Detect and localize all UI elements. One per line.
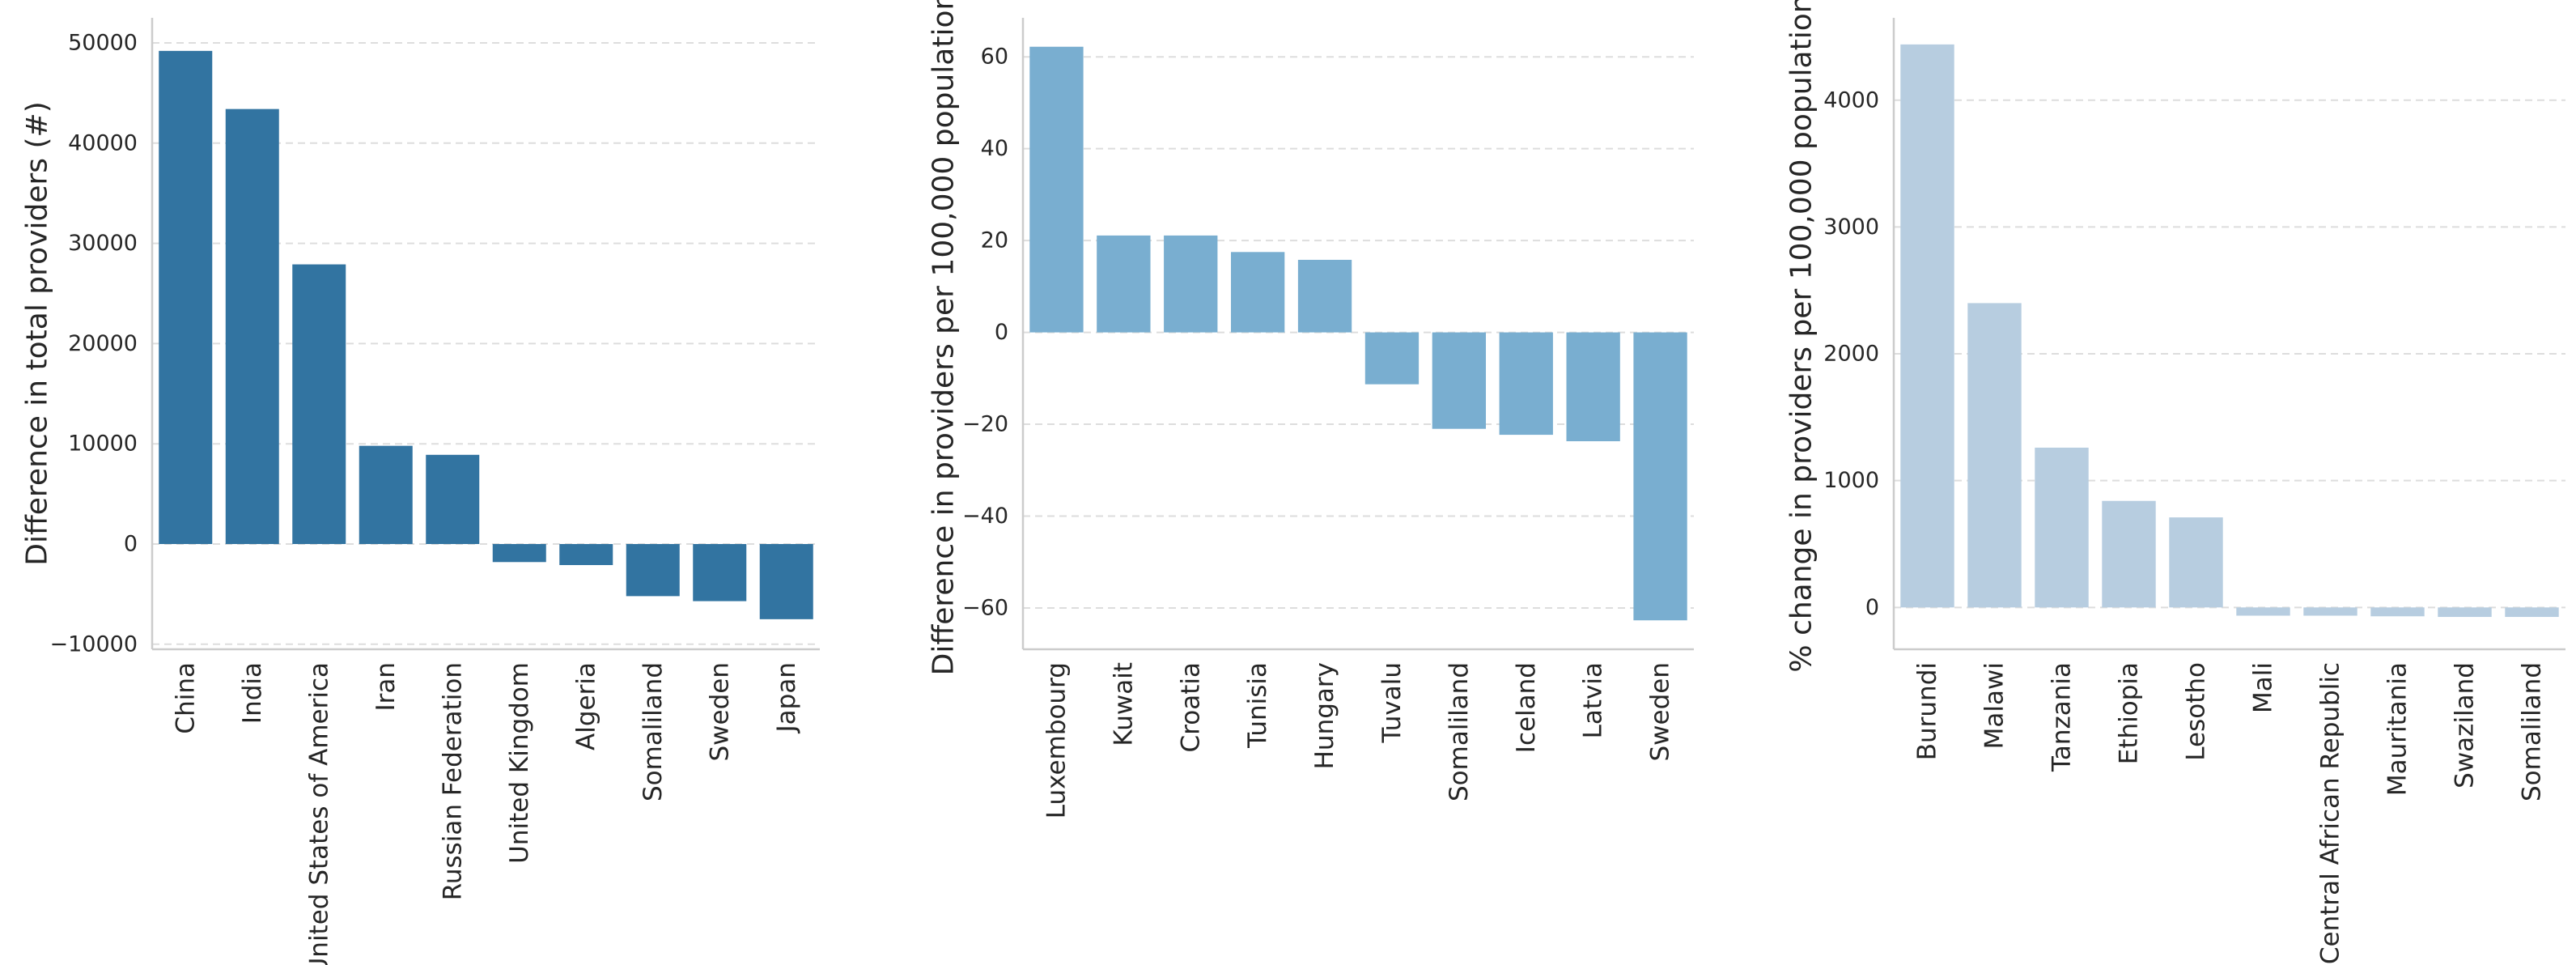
bar — [1029, 46, 1084, 333]
bar — [2370, 607, 2425, 617]
x-tick-label: Lesotho — [2182, 662, 2211, 761]
x-tick-label: Somaliland — [1445, 662, 1474, 801]
x-tick-label: Hungary — [1310, 662, 1339, 769]
bar — [1499, 332, 1553, 436]
y-tick-label: 0 — [995, 320, 1008, 345]
x-tick-label: Iran — [371, 662, 401, 712]
bar — [2169, 517, 2223, 608]
bar — [426, 454, 480, 544]
y-tick-label: 30000 — [68, 231, 138, 256]
bar — [492, 544, 546, 563]
bar — [359, 445, 413, 544]
y-tick-label: 0 — [1865, 595, 1879, 620]
x-tick-label: Swaziland — [2451, 662, 2480, 789]
bar — [1566, 332, 1620, 442]
x-tick-label: Mali — [2249, 662, 2278, 713]
x-tick-label: Sweden — [705, 662, 734, 762]
x-tick-label: Central African Republic — [2316, 662, 2345, 964]
chart-panel-3: 0 1000 2000 3000 4000 Burundi Malawi Tanzania Et… — [1785, 0, 2565, 964]
bar — [1364, 332, 1420, 385]
x-tick-label: Malawi — [1980, 662, 2009, 749]
x-tick-label: Somaliland — [639, 662, 668, 801]
y-tick-label: −20 — [962, 412, 1008, 437]
bar — [1900, 44, 1954, 608]
bar — [759, 544, 813, 619]
x-tick-label: Somaliland — [2518, 662, 2547, 801]
x-tick-label: Kuwait — [1109, 662, 1138, 746]
bar — [693, 544, 747, 602]
y-tick-label: 4000 — [1823, 87, 1879, 113]
y-tick-label: 50000 — [68, 30, 138, 55]
bar — [2236, 607, 2290, 616]
y-tick-label: 2000 — [1823, 342, 1879, 367]
x-tick-label: Ethiopia — [2115, 662, 2144, 764]
x-tick-label: Burundi — [1913, 662, 1942, 760]
x-tick-label: Algeria — [571, 662, 601, 750]
y-tick-label: −40 — [962, 504, 1008, 529]
bar — [1967, 303, 2022, 608]
bar — [1297, 259, 1352, 333]
y-tick-label: −10000 — [49, 631, 138, 657]
x-tick-label: United States of America — [304, 662, 333, 965]
x-tick-label: Latvia — [1579, 662, 1608, 738]
y-tick-label: 20000 — [68, 331, 138, 356]
x-tick-label: Croatia — [1176, 662, 1205, 752]
x-tick-label: Tunisia — [1243, 662, 1272, 749]
bar — [2438, 607, 2492, 618]
bar — [2102, 500, 2156, 608]
y-tick-label: 20 — [981, 228, 1008, 253]
y-tick-label: 3000 — [1823, 215, 1879, 240]
bar — [292, 264, 346, 544]
chart-panel-2: −60 −40 −20 0 20 40 60 Luxembourg Kuwait Croatia T… — [927, 0, 1694, 818]
bar — [159, 50, 213, 545]
x-tick-label: Tuvalu — [1377, 662, 1407, 743]
bar — [559, 544, 613, 565]
bar — [2303, 607, 2357, 616]
x-tick-label: Japan — [772, 662, 801, 733]
y-tick-label: 10000 — [68, 431, 138, 457]
y-tick-label: 1000 — [1823, 468, 1879, 493]
x-tick-label: Tanzania — [2048, 662, 2077, 772]
x-tick-label: Iceland — [1512, 662, 1541, 753]
y-axis-title: Difference in providers per 100,000 popu… — [927, 0, 961, 675]
x-tick-label: India — [238, 662, 267, 724]
y-axis-title: Difference in total providers (#) — [21, 101, 54, 566]
y-tick-label: 60 — [981, 45, 1008, 70]
bar — [626, 544, 680, 597]
y-tick-label: −60 — [962, 595, 1008, 620]
bar — [225, 108, 279, 544]
x-tick-label: United Kingdom — [505, 662, 534, 864]
x-tick-label: Luxembourg — [1042, 662, 1071, 818]
x-tick-label: Russian Federation — [438, 662, 467, 900]
y-tick-label: 0 — [124, 532, 138, 557]
y-tick-label: 40000 — [68, 130, 138, 155]
bar — [1097, 235, 1151, 333]
bar — [1633, 332, 1687, 621]
x-tick-label: China — [171, 662, 200, 734]
chart-panel-1: −10000 0 10000 20000 30000 40000 50000 China Ind… — [21, 18, 820, 965]
x-tick-label: Mauritania — [2383, 662, 2413, 796]
bar — [2505, 607, 2559, 618]
bar — [1432, 332, 1487, 429]
bar — [1164, 235, 1218, 333]
x-tick-label: Sweden — [1646, 662, 1675, 762]
bar — [2035, 447, 2089, 608]
y-axis-title: % change in providers per 100,000 popula… — [1785, 0, 1818, 673]
bar — [1230, 252, 1285, 333]
y-tick-label: 40 — [981, 136, 1008, 161]
